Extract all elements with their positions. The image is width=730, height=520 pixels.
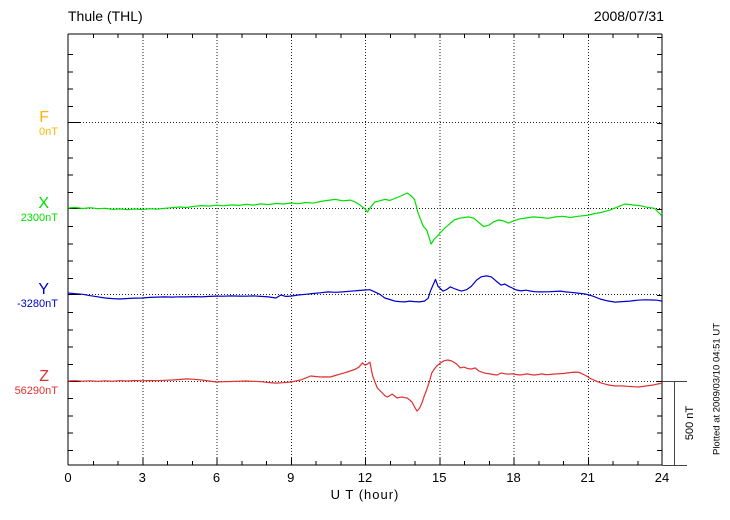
trace-Z xyxy=(67,359,663,412)
x-tick-label-21: 21 xyxy=(580,470,595,485)
x-tick-label-18: 18 xyxy=(506,470,521,485)
series-letter-Y: Y xyxy=(38,281,49,298)
x-tick-label-24: 24 xyxy=(654,470,670,485)
series-baseline-value-Z: 56290nT xyxy=(14,385,58,397)
x-tick-label-0: 0 xyxy=(64,470,72,485)
plotted-at-note: Plotted at 2009/03/10 04:51 UT xyxy=(711,322,723,456)
series-label-F: F 0nT xyxy=(39,109,58,138)
series-label-Y: Y -3280nT xyxy=(17,281,58,310)
trace-Y xyxy=(67,275,663,303)
x-tick-label-9: 9 xyxy=(287,470,295,485)
series-letter-F: F xyxy=(39,109,49,126)
x-tick-label-15: 15 xyxy=(432,470,447,485)
series-label-Z: Z 56290nT xyxy=(15,368,58,397)
series-label-X: X 2300nT xyxy=(21,195,58,224)
series-baseline-value-Y: -3280nT xyxy=(17,298,58,310)
series-letter-X: X xyxy=(38,195,49,212)
series-baseline-value-X: 2300nT xyxy=(20,212,58,224)
x-axis-title: U T (hour) xyxy=(330,487,400,502)
x-tick-label-3: 3 xyxy=(138,470,146,485)
scale-bar-label: 500 nT xyxy=(684,405,696,441)
series-baseline-value-F: 0nT xyxy=(39,126,58,138)
series-letter-Z: Z xyxy=(39,368,49,385)
station-title: Thule (THL) xyxy=(68,8,143,24)
trace-X xyxy=(67,192,663,245)
plot-date: 2008/07/31 xyxy=(593,8,664,24)
x-tick-label-12: 12 xyxy=(357,470,373,485)
x-tick-label-6: 6 xyxy=(212,470,221,485)
